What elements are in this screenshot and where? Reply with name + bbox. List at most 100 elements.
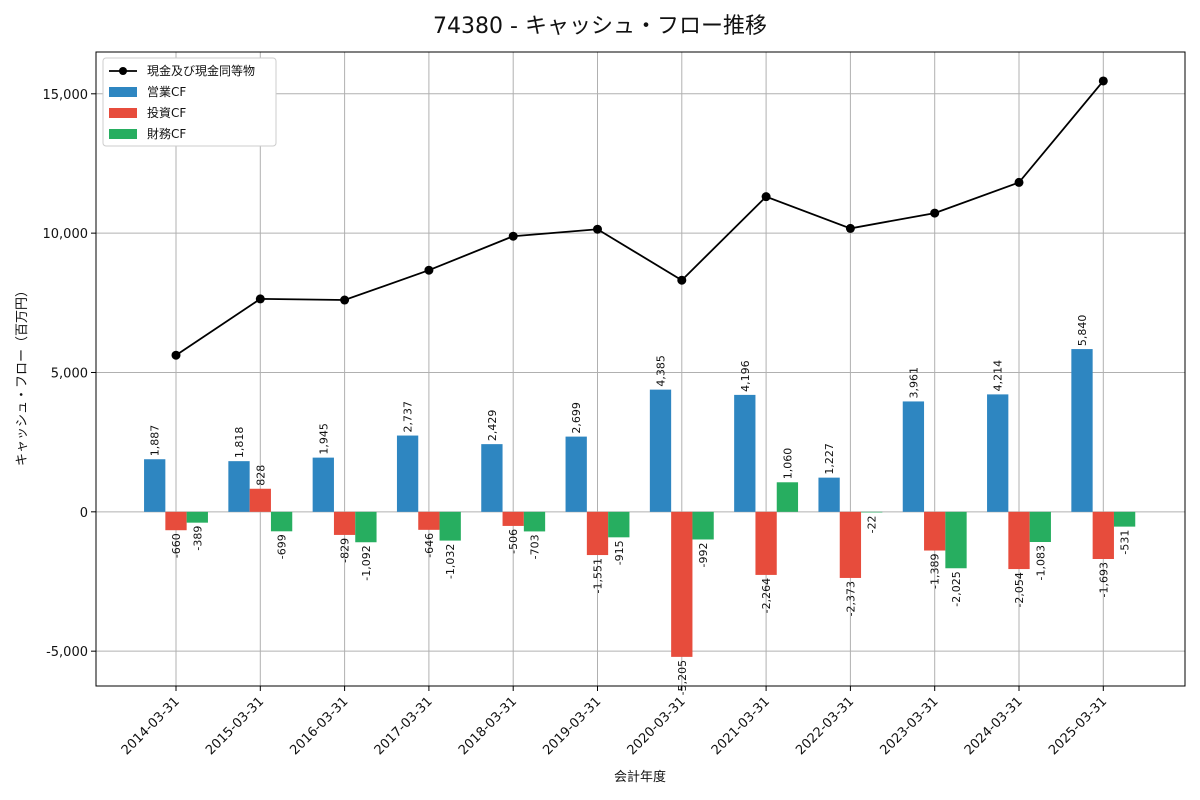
grid-layer (96, 52, 1185, 686)
bar-data-label: 1,945 (317, 423, 330, 455)
legend-label: 現金及び現金同等物 (147, 63, 255, 78)
cash-point (1098, 76, 1108, 86)
cash-point (761, 192, 771, 202)
bar (818, 477, 840, 512)
cash-point (255, 294, 265, 304)
bar (839, 511, 862, 578)
bar (924, 511, 946, 551)
bar-data-label: 2,429 (486, 410, 499, 442)
x-tick-label: 2015-03-31 (203, 694, 267, 758)
bar (608, 511, 630, 538)
bar (333, 511, 356, 535)
legend-label: 営業CF (147, 85, 186, 99)
x-tick-label: 2022-03-31 (793, 694, 857, 758)
bar-data-label: 4,385 (655, 355, 668, 387)
bar-data-label: -2,264 (760, 578, 773, 613)
bar (186, 511, 208, 523)
legend-swatch (109, 129, 137, 139)
cash-point (340, 295, 350, 305)
y-tick-label: 10,000 (43, 227, 89, 242)
cash-point (677, 275, 687, 285)
y-axis-label: キャッシュ・フロー（百万円） (15, 284, 30, 466)
line-layer (171, 76, 1108, 360)
x-tick-label: 2020-03-31 (625, 694, 689, 758)
bar-data-label: -660 (170, 533, 183, 558)
x-tick-label: 2019-03-31 (540, 694, 604, 758)
cash-point (1014, 177, 1024, 187)
bar-data-label: 3,961 (907, 367, 920, 399)
legend-box (102, 57, 277, 147)
bar (439, 511, 461, 541)
bar-data-label: -1,551 (592, 558, 605, 593)
x-tick-label: 2021-03-31 (709, 694, 773, 758)
cash-point (593, 224, 602, 234)
bar (987, 394, 1009, 512)
bar (734, 394, 756, 512)
label-layer: 1,887 1,818 1,945 2,737 2,429 2,699 4,385 4,196… (149, 315, 1132, 696)
legend-label: 投資CF (147, 105, 186, 120)
x-tick-label: 2023-03-31 (877, 694, 941, 758)
bar (1029, 511, 1051, 543)
y-tick-label: 0 (80, 506, 88, 521)
bar-layer (144, 349, 1136, 657)
legend-label: 財務CF (147, 126, 186, 141)
bar-data-label: 1,060 (781, 448, 794, 480)
bar (481, 444, 503, 512)
y-tick-label: -5,000 (46, 645, 88, 660)
bar (671, 511, 693, 657)
bar (144, 459, 166, 512)
cash-point (171, 350, 181, 360)
cash-point (424, 265, 434, 275)
bar (396, 435, 419, 512)
bar-data-label: -992 (697, 542, 710, 567)
x-tick-label: 2024-03-31 (962, 694, 1026, 758)
bar-data-label: -646 (423, 533, 436, 558)
bar (1092, 511, 1114, 560)
y-tick-label: 5,000 (51, 366, 88, 381)
bar (355, 511, 377, 543)
cash-line (175, 80, 1104, 356)
legend-marker (119, 67, 127, 75)
bar-data-label: 828 (254, 465, 267, 486)
bar (945, 511, 967, 569)
cash-point (845, 223, 855, 233)
bar-data-label: -22 (866, 515, 879, 533)
bar (165, 511, 187, 531)
bar-data-label: -1,389 (929, 554, 942, 589)
bar (649, 389, 672, 512)
bar (1008, 511, 1030, 570)
x-tick-label: 2014-03-31 (119, 694, 183, 758)
x-axis-label: 会計年度 (614, 769, 666, 785)
bar (692, 511, 714, 540)
bar-data-label: 1,227 (823, 443, 836, 475)
bar-data-label: 2,699 (570, 402, 583, 434)
cash-point (508, 231, 518, 241)
bar-data-label: -2,054 (1013, 572, 1026, 607)
bar (270, 511, 293, 532)
plot-frame (95, 51, 1186, 687)
bar-data-label: -389 (191, 526, 204, 551)
bar (776, 482, 799, 512)
bar-data-label: -531 (1119, 530, 1132, 555)
bar-data-label: -1,032 (444, 544, 457, 579)
bar-data-label: -2,025 (950, 571, 963, 606)
bar-data-label: -1,083 (1034, 545, 1047, 580)
bar-data-label: 1,818 (233, 427, 246, 459)
bar-data-label: -699 (276, 534, 289, 559)
x-tick-label: 2017-03-31 (372, 694, 436, 758)
bar (418, 511, 440, 530)
cash-point (930, 208, 940, 218)
bar (586, 511, 609, 556)
bar (902, 401, 925, 512)
bar-data-label: -506 (507, 529, 520, 554)
bar-data-label: 1,887 (149, 425, 162, 457)
bar (312, 457, 334, 512)
bar (755, 511, 777, 575)
bar-data-label: -2,373 (844, 581, 857, 616)
bar (861, 511, 883, 513)
x-tick-label: 2018-03-31 (456, 694, 520, 758)
bar (249, 488, 271, 512)
bar (1071, 349, 1093, 512)
